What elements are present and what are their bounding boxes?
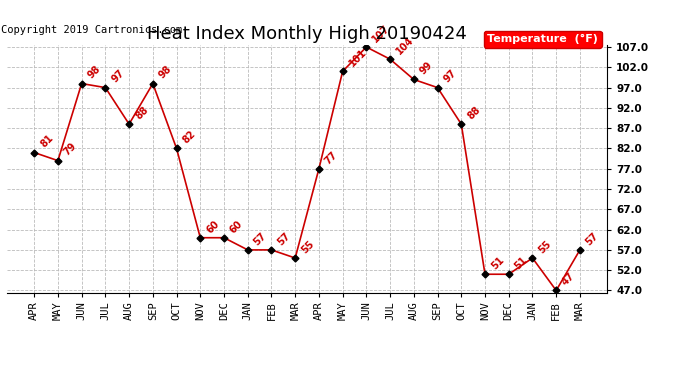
Text: 82: 82	[181, 129, 197, 146]
Text: 51: 51	[489, 255, 506, 272]
Text: 57: 57	[275, 231, 293, 247]
Text: 97: 97	[442, 68, 458, 85]
Title: Heat Index Monthly High 20190424: Heat Index Monthly High 20190424	[147, 26, 467, 44]
Text: 88: 88	[466, 105, 482, 122]
Text: 107: 107	[371, 23, 392, 44]
Legend: Temperature  (°F): Temperature (°F)	[484, 31, 602, 48]
Text: 99: 99	[418, 60, 435, 77]
Text: 57: 57	[252, 231, 268, 247]
Text: 81: 81	[39, 133, 55, 150]
Text: 98: 98	[86, 64, 103, 81]
Text: 97: 97	[110, 68, 126, 85]
Text: 55: 55	[299, 238, 316, 255]
Text: 60: 60	[204, 218, 221, 235]
Text: 57: 57	[584, 231, 601, 247]
Text: Copyright 2019 Cartronics.com: Copyright 2019 Cartronics.com	[1, 25, 182, 35]
Text: 79: 79	[62, 141, 79, 158]
Text: 88: 88	[133, 105, 150, 122]
Text: 51: 51	[513, 255, 529, 272]
Text: 77: 77	[323, 149, 339, 166]
Text: 60: 60	[228, 218, 245, 235]
Text: 101: 101	[347, 47, 368, 69]
Text: 104: 104	[394, 35, 415, 56]
Text: 55: 55	[537, 238, 553, 255]
Text: 47: 47	[560, 271, 577, 288]
Text: 98: 98	[157, 64, 174, 81]
